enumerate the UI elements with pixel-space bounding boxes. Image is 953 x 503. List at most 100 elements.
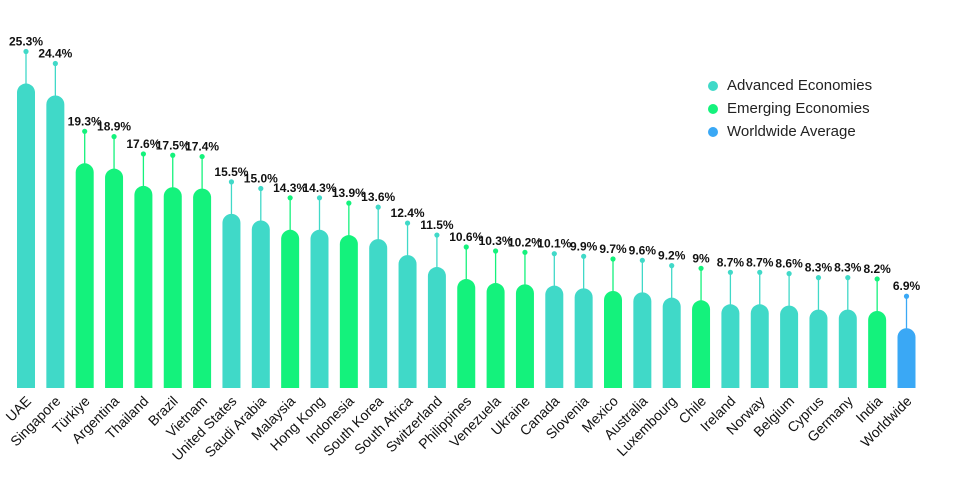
value-marker	[463, 244, 469, 250]
value-marker	[551, 251, 557, 257]
bar	[46, 95, 65, 388]
bar	[750, 304, 769, 388]
data-label: 25.3%	[9, 35, 43, 49]
data-label: 18.9%	[97, 120, 131, 134]
data-label: 9.6%	[629, 243, 657, 257]
data-label: 6.9%	[893, 279, 921, 293]
data-label: 17.6%	[126, 137, 160, 151]
bar	[75, 163, 94, 388]
value-marker	[111, 134, 117, 140]
bar	[633, 292, 652, 388]
value-marker	[757, 269, 763, 275]
bar	[105, 168, 124, 388]
legend: Advanced Economies Emerging Economies Wo…	[708, 74, 872, 143]
data-label: 10.1%	[537, 237, 571, 251]
bar	[17, 83, 35, 388]
data-label: 15.0%	[244, 172, 278, 186]
bar	[457, 279, 476, 388]
value-marker	[639, 257, 645, 263]
bar	[427, 267, 446, 388]
value-marker	[522, 249, 528, 255]
data-label: 9.9%	[570, 239, 598, 253]
value-marker	[52, 60, 58, 67]
value-marker	[228, 179, 235, 185]
legend-swatch-advanced	[708, 80, 718, 91]
legend-label-worldwide: Worldwide Average	[727, 123, 856, 140]
legend-label-emerging: Emerging Economies	[727, 100, 870, 117]
data-label: 14.3%	[273, 181, 307, 195]
bar	[281, 229, 300, 388]
bar	[193, 188, 212, 388]
value-marker	[727, 269, 734, 275]
value-marker	[493, 248, 499, 254]
data-label: 9.7%	[599, 242, 627, 256]
value-marker	[199, 153, 205, 160]
value-marker	[698, 265, 704, 271]
value-marker	[874, 276, 880, 282]
value-marker	[23, 48, 29, 55]
data-label: 11.5%	[420, 218, 454, 232]
data-label: 12.4%	[391, 206, 425, 220]
value-marker	[170, 152, 176, 158]
value-marker	[287, 195, 293, 201]
data-label: 15.5%	[214, 165, 248, 179]
data-label: 13.6%	[361, 190, 395, 204]
value-marker	[140, 151, 146, 157]
value-marker	[404, 220, 411, 226]
data-label: 9%	[692, 251, 710, 265]
data-label: 8.3%	[834, 261, 862, 275]
data-label: 8.7%	[746, 255, 774, 269]
data-label: 19.3%	[68, 114, 102, 128]
data-label: 17.5%	[156, 138, 190, 152]
value-marker	[903, 293, 910, 299]
bar	[369, 239, 388, 388]
bar	[692, 300, 711, 388]
bar	[780, 305, 799, 388]
data-label: 8.6%	[775, 257, 803, 271]
bar	[868, 310, 887, 388]
data-label: 13.9%	[332, 186, 366, 200]
bar	[163, 187, 182, 388]
legend-swatch-worldwide	[708, 126, 718, 137]
bar	[838, 309, 857, 388]
value-marker	[434, 232, 440, 238]
value-marker	[346, 200, 352, 206]
bar	[574, 288, 593, 388]
value-marker	[815, 275, 822, 281]
legend-item-advanced: Advanced Economies	[708, 74, 872, 97]
legend-item-worldwide: Worldwide Average	[708, 120, 872, 143]
legend-label-advanced: Advanced Economies	[727, 77, 873, 94]
data-label: 17.4%	[185, 140, 219, 154]
value-marker	[258, 185, 264, 192]
bar	[545, 285, 564, 388]
data-label: 24.4%	[38, 46, 72, 60]
value-marker	[669, 263, 675, 269]
value-marker	[581, 253, 587, 259]
bar	[222, 213, 241, 388]
bar	[604, 290, 622, 388]
data-label: 9.2%	[658, 249, 686, 263]
bar	[515, 284, 534, 388]
data-label: 8.3%	[805, 261, 833, 275]
bar	[398, 255, 417, 388]
bar	[339, 235, 358, 388]
data-label: 10.2%	[508, 235, 542, 249]
bar	[721, 304, 740, 388]
bar	[809, 309, 828, 388]
bar	[310, 229, 329, 388]
data-label: 8.7%	[717, 255, 745, 269]
data-label: 10.6%	[449, 230, 483, 244]
bar	[897, 328, 916, 388]
legend-swatch-emerging	[708, 103, 718, 114]
value-marker	[316, 195, 323, 201]
bar	[251, 220, 270, 388]
data-label: 14.3%	[302, 181, 336, 195]
value-marker	[375, 204, 381, 210]
bar	[134, 185, 153, 388]
bar	[662, 297, 681, 388]
data-label: 8.2%	[863, 262, 891, 276]
value-marker	[82, 128, 88, 134]
bar	[486, 283, 505, 388]
data-label: 10.3%	[479, 234, 513, 248]
